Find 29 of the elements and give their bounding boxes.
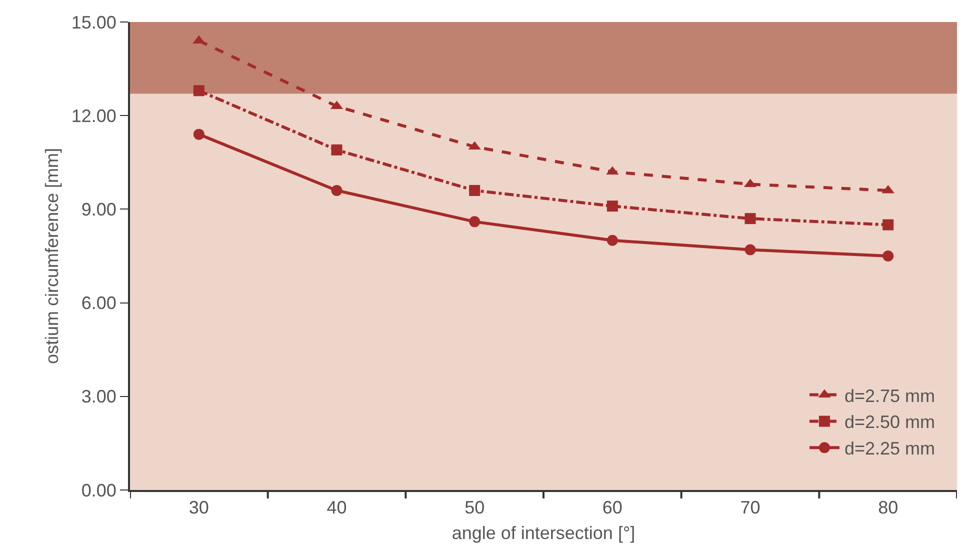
y-tick-label: 6.00 [81, 293, 116, 314]
x-tick-label: 50 [464, 498, 485, 518]
y-tick-label: 9.00 [81, 200, 116, 220]
legend-label: d=2.25 mm [844, 438, 936, 459]
y-tick-label: 0.00 [81, 480, 116, 500]
x-axis-title: angle of intersection [°] [452, 523, 636, 544]
y-tick-label: 3.00 [81, 386, 116, 407]
x-tick-label: 60 [602, 498, 622, 518]
point [744, 213, 756, 224]
point [744, 244, 756, 256]
point [331, 184, 342, 196]
point [606, 234, 618, 246]
point [331, 144, 342, 156]
point [469, 216, 480, 228]
x-tick-label: 80 [878, 498, 898, 518]
point [882, 250, 894, 262]
point [193, 85, 204, 96]
legend-label: d=2.50 mm [844, 412, 936, 432]
x-tick-label: 70 [740, 498, 760, 518]
x-tick-label: 40 [326, 498, 347, 518]
point [606, 200, 618, 212]
point [882, 219, 894, 230]
y-tick-label: 15.00 [71, 12, 116, 32]
y-tick-label: 12.00 [71, 106, 116, 126]
point [469, 184, 480, 196]
legend-label: d=2.75 mm [844, 386, 936, 406]
x-tick-label: 30 [188, 498, 209, 518]
y-axis-title: ostium circumference [mm] [42, 148, 62, 364]
point [193, 128, 204, 140]
